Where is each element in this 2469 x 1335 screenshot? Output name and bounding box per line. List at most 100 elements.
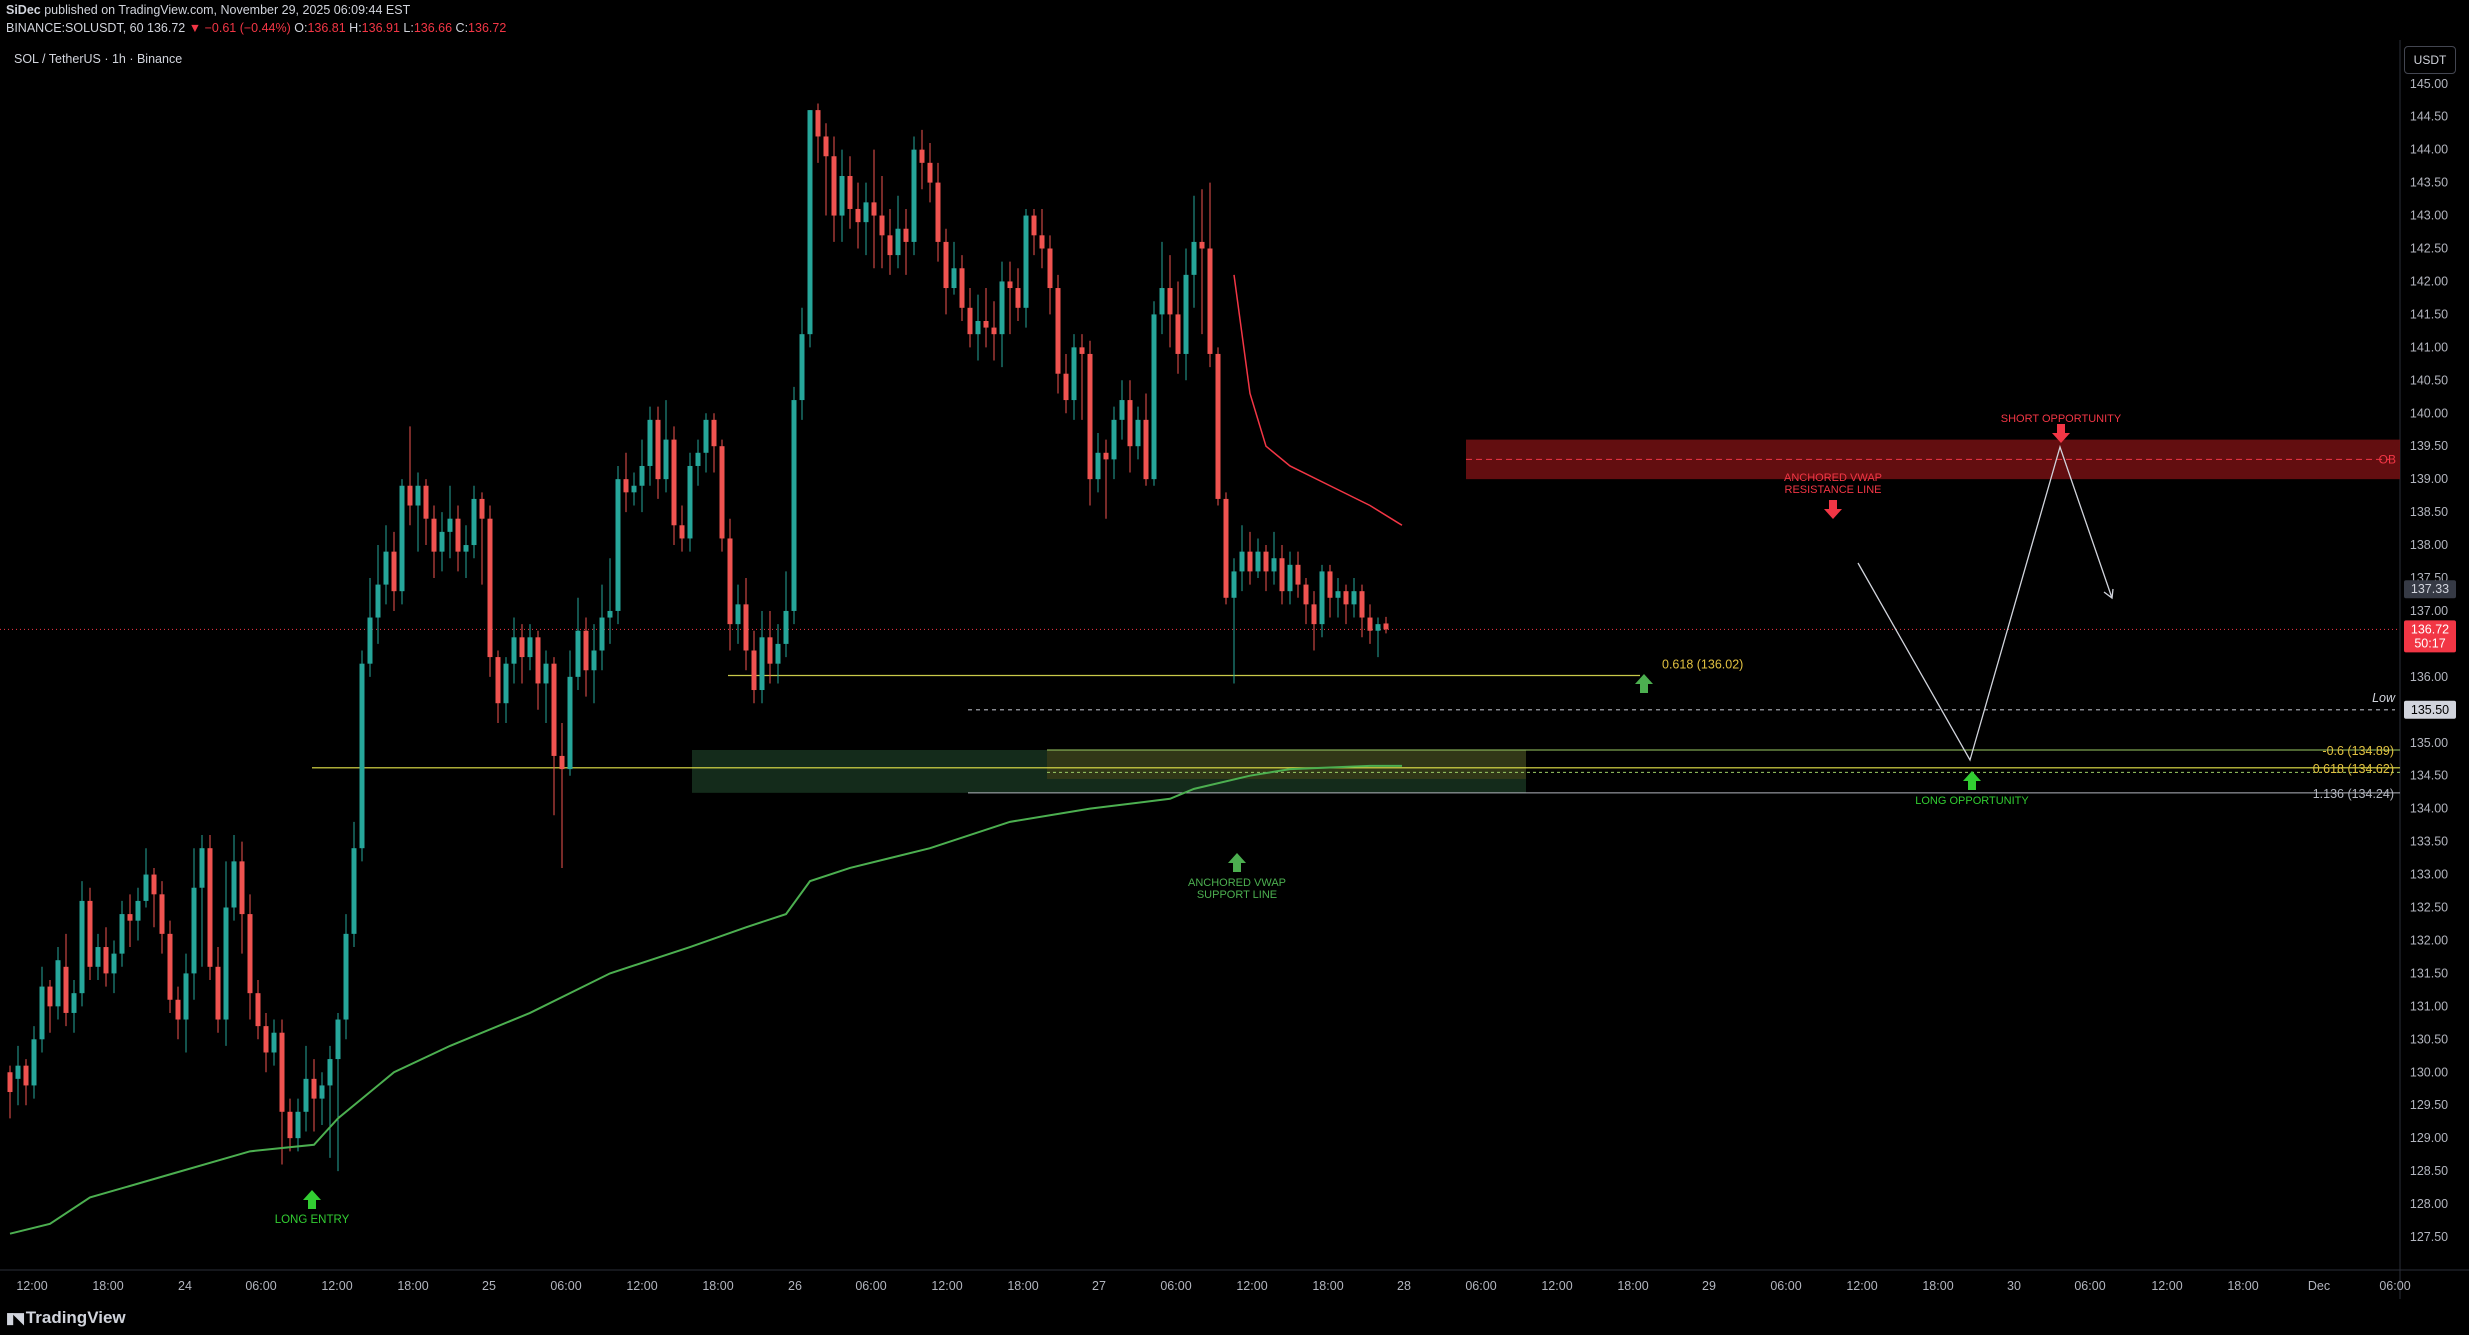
candle-up [351,848,357,934]
vwap-resistance-label-2: RESISTANCE LINE [1785,484,1882,496]
x-tick-label: 06:00 [1160,1279,1191,1293]
candle-down [1263,551,1269,572]
candle-down [847,176,853,209]
y-tick-label: 133.50 [2410,835,2448,849]
y-tick-label: 145.00 [2410,77,2448,91]
candle-up [55,960,61,1007]
y-tick-label: 139.00 [2410,472,2448,486]
candle-down [279,1032,285,1112]
author-name[interactable]: SiDec [6,3,41,17]
candle-down [407,485,413,506]
candle-up [1375,624,1381,631]
candle-up [71,993,77,1013]
candle-up [119,914,125,954]
y-tick-label: 143.00 [2410,209,2448,223]
candle-up [15,1065,21,1079]
last-price: 136.72 [147,21,186,35]
candle-down [311,1078,317,1099]
candle-down [7,1072,13,1093]
candle-up [375,584,381,618]
y-tick-label: 144.50 [2410,110,2448,124]
currency-button[interactable]: USDT [2404,46,2456,74]
x-tick-label: 12:00 [1541,1279,1572,1293]
candle-up [607,610,613,618]
candle-down [719,446,725,539]
y-tick-label: 137.00 [2410,604,2448,618]
short-opportunity-label: SHORT OPPORTUNITY [2001,413,2122,425]
candle-down [1279,558,1285,592]
candle-down [1167,288,1173,315]
candle-down [103,947,109,974]
x-tick-label: 27 [1092,1279,1106,1293]
price-tag-137-33-bg [2404,580,2456,599]
anchored-vwap-resistance-line [1233,274,1403,526]
candle-up [319,1085,325,1099]
candle-up [1231,571,1237,598]
candle-up [599,617,605,651]
candle-down [151,874,157,895]
x-tick-label: 06:00 [550,1279,581,1293]
projection-path [1857,444,2113,762]
candle-down [423,485,429,519]
price-change: ▼ −0.61 (−0.44%) [188,21,291,35]
candle-up [383,551,389,585]
y-tick-label: 143.50 [2410,176,2448,190]
candle-up [567,676,573,770]
candle-up [183,973,189,1020]
x-tick-label: 18:00 [1007,1279,1038,1293]
candle-up [335,1019,341,1060]
candle-down [871,202,877,216]
candle-down [1367,617,1373,631]
x-tick-label: 06:00 [2379,1279,2410,1293]
candle-up [799,334,805,401]
candle-down [479,498,485,519]
candle-up [1095,452,1101,480]
tradingview-logo[interactable]: ▮◥ TradingView [6,1308,126,1328]
candle-down [887,235,893,256]
candle-up [759,637,765,691]
y-tick-label: 141.50 [2410,307,2448,321]
candle-up [439,531,445,552]
symbol-interval: BINANCE:SOLUSDT, 60 [6,21,144,35]
chart-legend-symbol[interactable]: SOL / TetherUS · 1h · Binance [14,52,183,66]
candle-up [575,630,581,677]
y-tick-label: 131.50 [2410,966,2448,980]
candle-down [767,637,773,664]
x-tick-label: 18:00 [1312,1279,1343,1293]
x-tick-label: 18:00 [2227,1279,2258,1293]
candle-up [1239,551,1245,572]
x-tick-label: 06:00 [855,1279,886,1293]
candle-up [303,1078,309,1112]
footer-bar: ▮◥ TradingView [0,1299,2469,1335]
candle-up [911,149,917,242]
candle-down [1103,452,1109,460]
vwap-support-label-1: ANCHORED VWAP [1188,877,1286,889]
candle-down [263,1026,269,1053]
candle-down [47,986,53,1007]
candle-down [1207,248,1213,354]
x-tick-label: 24 [178,1279,192,1293]
candle-down [1079,347,1085,354]
candle-down [455,518,461,552]
candle-down [1039,235,1045,249]
price-tag-current-text: 136.72 [2411,622,2449,636]
candle-up [1191,241,1197,275]
candle-up [807,110,813,335]
x-tick-label: 25 [482,1279,496,1293]
candle-down [1063,373,1069,401]
x-tick-label: 18:00 [1922,1279,1953,1293]
x-tick-label: 12:00 [626,1279,657,1293]
close-label: C: [455,21,469,35]
y-tick-label: 138.00 [2410,538,2448,552]
x-tick-label: 30 [2007,1279,2021,1293]
open-label: O: [294,21,308,35]
x-tick-label: Dec [2308,1279,2330,1293]
candle-down [927,162,933,183]
low-value: 136.66 [413,21,453,35]
publish-header: SiDec published on TradingView.com, Nove… [0,0,2469,38]
candle-up [647,419,653,466]
candle-down [239,861,245,915]
long-entry-label: LONG ENTRY [275,1214,350,1226]
candle-down [1343,591,1349,605]
